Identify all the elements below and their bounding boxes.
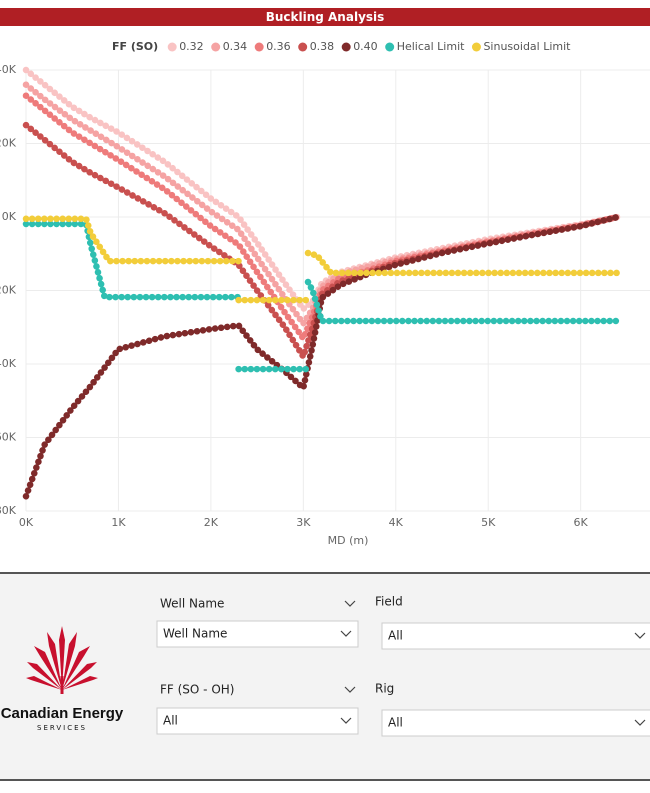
x-tick-label: 4K [389, 516, 404, 529]
logo-name: Canadian Energy [1, 705, 124, 722]
legend-swatch [341, 42, 351, 52]
chevron [634, 719, 646, 726]
legend-label: 0.36 [266, 40, 291, 53]
y-tick-label: 40K [0, 63, 17, 76]
x-axis-title: MD (m) [328, 534, 369, 547]
x-tick-label: 0K [19, 516, 34, 529]
y-tick-label: -80K [0, 504, 17, 517]
x-tick-label: 1K [111, 516, 126, 529]
chevron [340, 717, 352, 724]
filter-label: Field [375, 595, 403, 609]
legend-label: 0.32 [179, 40, 204, 53]
chevron [344, 600, 356, 607]
chevron [344, 686, 356, 693]
legend-label: Sinusoidal Limit [483, 40, 571, 53]
filter-label: Rig [375, 682, 394, 696]
legend-label: 0.40 [353, 40, 378, 53]
dropdown[interactable] [156, 620, 359, 648]
filter-panel [0, 573, 650, 780]
x-tick-label: 6K [574, 516, 589, 529]
legend-title: FF (SO) [112, 40, 158, 53]
dropdown-value: Well Name [163, 627, 227, 641]
series-points [22, 215, 621, 304]
filter-label: Well Name [160, 597, 224, 611]
legend-swatch [471, 42, 481, 52]
dropdown[interactable] [156, 707, 359, 735]
y-tick-label: -20K [0, 284, 17, 297]
chevron [634, 632, 646, 639]
legend-swatch [211, 42, 221, 52]
legend-swatch [298, 42, 308, 52]
x-tick-label: 3K [296, 516, 311, 529]
legend-swatch [385, 42, 395, 52]
filter-label: FF (SO - OH) [160, 683, 234, 697]
y-tick-label: 0K [2, 210, 17, 223]
dropdown[interactable] [381, 622, 650, 650]
series-points [22, 220, 621, 373]
y-tick-label: -40K [0, 357, 17, 370]
legend-label: 0.38 [310, 40, 335, 53]
legend-swatch [167, 42, 177, 52]
dropdown-value: All [388, 716, 403, 730]
dropdown-value: All [388, 629, 403, 643]
chevron [340, 630, 352, 637]
y-tick-label: 20K [0, 137, 17, 150]
dropdown[interactable] [381, 709, 650, 737]
logo [26, 626, 98, 694]
legend-label: Helical Limit [397, 40, 465, 53]
dropdown-value: All [163, 714, 178, 728]
x-tick-label: 5K [481, 516, 496, 529]
legend-swatch [254, 42, 264, 52]
title: Buckling Analysis [266, 10, 385, 24]
logo-tagline: SERVICES [37, 724, 87, 732]
series-points [22, 213, 621, 500]
y-tick-label: -60K [0, 431, 17, 444]
plot-area: 40K20K0K-20K-40K-60K-80K0K1K2K3K4K5K6KMD… [0, 40, 650, 547]
filters: Well Name Well Name Field All FF (SO - OH) Al… [156, 595, 650, 737]
legend-label: 0.34 [223, 40, 248, 53]
title-bar [0, 8, 650, 26]
x-tick-label: 2K [204, 516, 219, 529]
